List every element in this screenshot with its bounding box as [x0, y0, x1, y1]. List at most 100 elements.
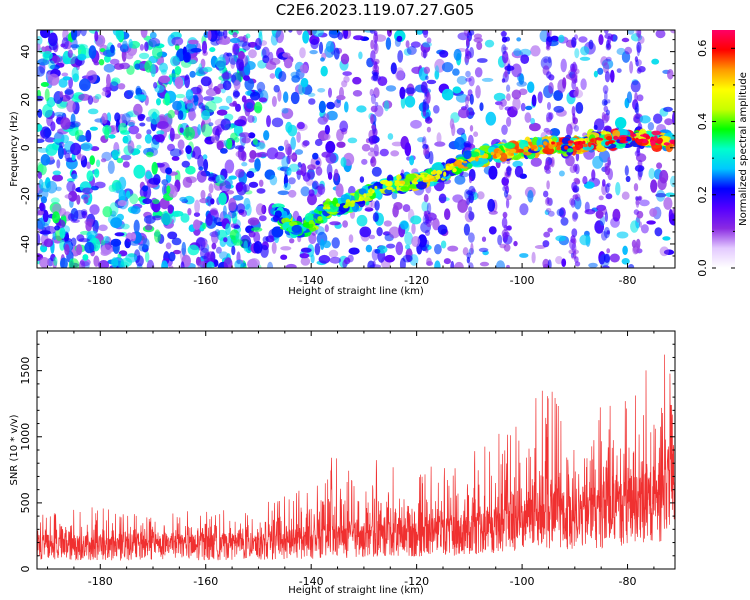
- noise-speckle: [256, 188, 266, 194]
- streak-speckle: [422, 99, 427, 112]
- noise-speckle: [322, 240, 331, 249]
- snr-series-line: [37, 354, 675, 561]
- streak-speckle: [501, 44, 507, 55]
- streak-speckle: [546, 180, 550, 190]
- noise-speckle: [234, 259, 244, 268]
- noise-speckle: [70, 237, 77, 247]
- streak-speckle: [370, 93, 377, 105]
- noise-speckle: [432, 217, 440, 231]
- noise-speckle: [127, 89, 135, 96]
- noise-speckle: [41, 46, 46, 52]
- noise-speckle: [615, 117, 627, 129]
- noise-speckle: [89, 204, 100, 215]
- streak-speckle: [470, 242, 474, 255]
- noise-speckle: [296, 30, 303, 36]
- noise-speckle: [94, 181, 106, 189]
- ridge-core: [632, 137, 636, 141]
- noise-speckle: [94, 93, 102, 100]
- streak-speckle: [501, 217, 508, 229]
- ridge-blob: [601, 130, 607, 136]
- streak-speckle: [637, 165, 644, 178]
- noise-speckle: [37, 209, 44, 216]
- noise-speckle: [184, 74, 191, 89]
- noise-speckle: [54, 225, 60, 231]
- noise-speckle: [64, 194, 72, 199]
- streak-speckle: [601, 111, 606, 122]
- noise-speckle: [315, 166, 323, 176]
- noise-speckle: [328, 87, 332, 98]
- noise-speckle: [410, 119, 422, 129]
- ridge-core: [548, 144, 554, 150]
- streak-speckle: [468, 111, 476, 116]
- noise-speckle: [444, 208, 451, 220]
- ridge-blob: [396, 174, 402, 181]
- noise-speckle: [56, 159, 61, 169]
- noise-speckle: [325, 140, 336, 154]
- ridge-blob: [651, 130, 661, 136]
- noise-speckle: [273, 84, 280, 93]
- noise-speckle: [288, 30, 293, 33]
- noise-speckle: [148, 37, 161, 48]
- noise-speckle: [520, 54, 530, 64]
- noise-speckle: [329, 256, 341, 264]
- streak-speckle: [572, 113, 576, 124]
- streak-speckle: [543, 190, 549, 198]
- ridge-blob: [400, 186, 410, 192]
- noise-speckle: [437, 224, 448, 235]
- noise-speckle: [187, 39, 199, 45]
- noise-speckle: [352, 90, 363, 97]
- noise-speckle: [197, 261, 208, 268]
- noise-speckle: [387, 133, 394, 140]
- noise-speckle: [283, 91, 289, 103]
- noise-speckle: [312, 180, 319, 190]
- noise-speckle: [325, 152, 337, 164]
- noise-speckle: [473, 37, 483, 43]
- streak-speckle: [636, 41, 642, 53]
- noise-speckle: [96, 159, 101, 168]
- noise-speckle: [356, 105, 367, 113]
- streak-speckle: [606, 230, 610, 235]
- noise-speckle: [358, 51, 363, 60]
- streak-speckle: [573, 177, 580, 183]
- streak-speckle: [604, 211, 609, 222]
- noise-speckle: [79, 258, 91, 267]
- noise-speckle: [81, 187, 93, 195]
- noise-speckle: [179, 196, 187, 202]
- noise-speckle: [474, 67, 483, 78]
- ridge-core: [608, 140, 614, 144]
- noise-speckle: [555, 235, 567, 242]
- ridge-core: [575, 141, 579, 145]
- noise-speckle: [487, 198, 496, 212]
- ridge-core: [567, 140, 574, 144]
- noise-speckle: [373, 42, 379, 55]
- noise-speckle: [434, 244, 442, 255]
- noise-speckle: [144, 41, 149, 52]
- ridge-core: [427, 175, 434, 179]
- noise-speckle: [530, 117, 535, 125]
- noise-speckle: [337, 32, 344, 41]
- noise-speckle: [612, 34, 618, 42]
- noise-speckle: [654, 227, 663, 237]
- noise-speckle: [290, 136, 297, 150]
- noise-speckle: [215, 87, 221, 95]
- noise-speckle: [220, 148, 228, 154]
- streak-speckle: [422, 143, 429, 150]
- noise-speckle: [236, 203, 245, 214]
- noise-speckle: [294, 84, 305, 95]
- noise-speckle: [597, 67, 604, 75]
- noise-speckle: [271, 96, 277, 107]
- noise-speckle: [299, 253, 310, 259]
- streak-speckle: [369, 30, 376, 34]
- noise-speckle: [60, 134, 70, 144]
- streak-speckle: [368, 234, 376, 240]
- noise-speckle: [140, 30, 148, 38]
- streak-speckle: [427, 116, 431, 121]
- ridge-blob: [551, 137, 558, 142]
- noise-speckle: [39, 257, 50, 268]
- noise-speckle: [343, 75, 350, 83]
- ridge-core: [583, 143, 588, 148]
- noise-speckle: [168, 73, 180, 78]
- noise-speckle: [371, 166, 382, 177]
- noise-speckle: [168, 251, 176, 262]
- noise-speckle: [639, 115, 651, 124]
